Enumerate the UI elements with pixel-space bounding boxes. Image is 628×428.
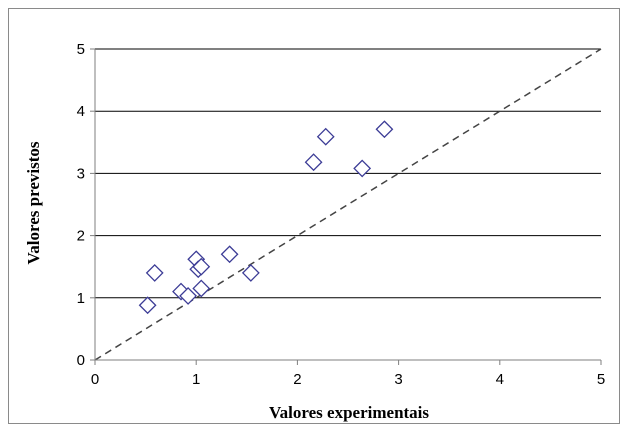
reference-line [94,48,602,361]
data-point [145,264,164,282]
gridlines [95,48,601,299]
x-tick-label: 2 [293,371,301,388]
scatter-chart: 0 1 2 3 4 5 0 1 2 3 4 5 Valores experimentais Valor… [24,41,606,422]
data-point [179,287,198,305]
x-axis-title: Valores experimentais [269,403,429,422]
y-tick-label: 3 [77,165,85,182]
y-tick-label: 2 [77,228,85,245]
data-point [138,296,157,315]
data-point [353,159,372,178]
y-tick-label: 0 [77,352,85,369]
x-tick-label: 3 [394,371,402,388]
data-point [220,245,239,264]
data-point [304,153,323,172]
x-tick-label: 1 [192,371,200,388]
x-tick-label: 4 [496,371,504,388]
y-axis-title: Valores previstos [24,141,43,264]
x-tick-label: 0 [91,371,99,388]
data-point [192,279,211,298]
y-tick-label: 1 [77,290,85,307]
tick-labels: 0 1 2 3 4 5 0 1 2 3 4 5 [77,41,606,388]
axes [90,48,602,365]
data-point [192,257,211,276]
reference-line-group [94,48,602,361]
y-tick-label: 5 [77,41,85,58]
chart-frame: 0 1 2 3 4 5 0 1 2 3 4 5 Valores experimentais Valor… [8,8,620,424]
data-points [138,120,394,315]
y-tick-label: 4 [77,103,85,120]
x-tick-label: 5 [597,371,605,388]
data-point [375,120,394,139]
data-point [316,127,335,146]
data-point [241,264,260,282]
